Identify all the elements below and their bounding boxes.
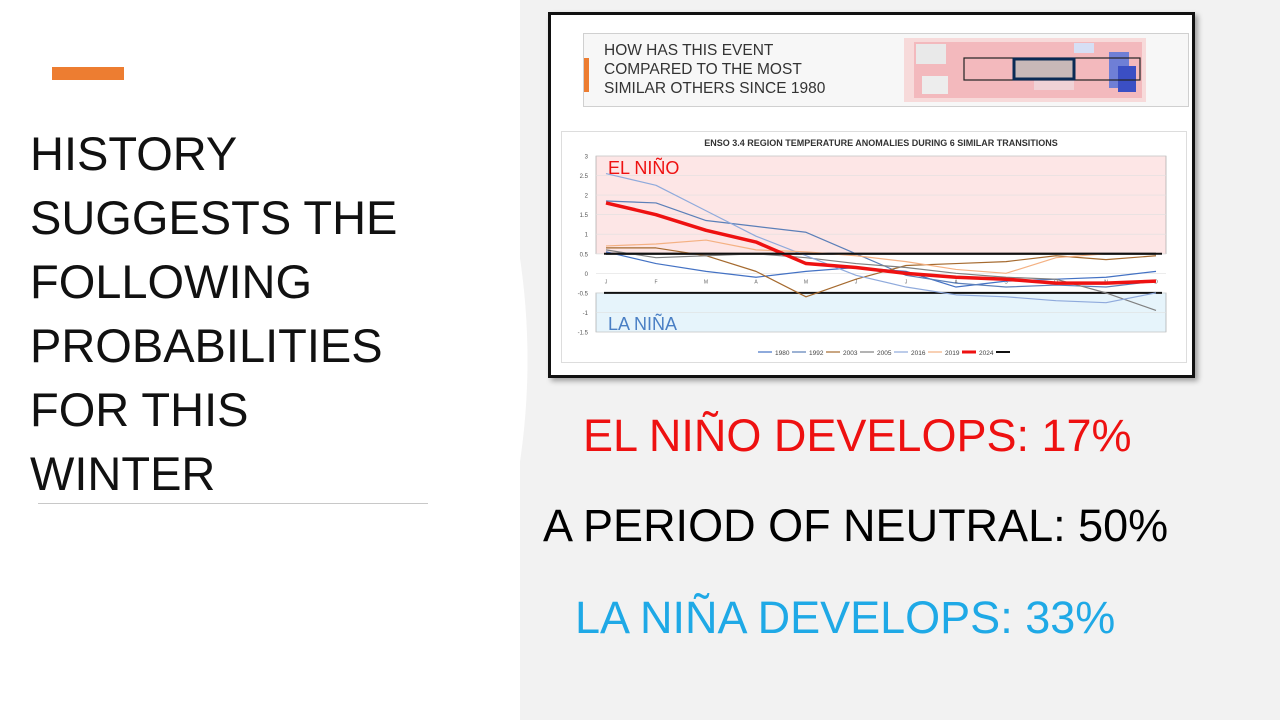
- legend-label: 2019: [945, 350, 960, 357]
- series-line-1992: [605, 200, 1157, 288]
- el-nino-region: [595, 155, 1167, 255]
- y-tick-label: 2.5: [580, 174, 589, 180]
- legend-label: 1992: [809, 350, 824, 357]
- la-nina-probability: LA NIÑA DEVELOPS: 33%: [575, 592, 1116, 643]
- legend-label: 2003: [843, 350, 858, 357]
- legend-label: 2016: [911, 350, 926, 357]
- series-line-2003: [606, 247, 1157, 298]
- y-tick-label: 3: [585, 155, 589, 161]
- la-nina-label: LA NIÑA: [608, 313, 677, 334]
- figure-header-text: HOW HAS THIS EVENT COMPARED TO THE MOST …: [604, 41, 864, 98]
- header-accent-bar: [584, 58, 589, 92]
- sst-anomaly-map: [904, 38, 1146, 102]
- enso-figure: HOW HAS THIS EVENT COMPARED TO THE MOST …: [548, 12, 1195, 378]
- y-tick-label: 2: [585, 194, 589, 200]
- x-tick-label: M: [704, 279, 708, 285]
- y-tick-label: 1.5: [580, 213, 589, 219]
- el-nino-label: EL NIÑO: [608, 157, 679, 178]
- x-tick-label: M: [804, 279, 808, 285]
- y-tick-label: -1.5: [578, 331, 589, 337]
- title-underline: [38, 503, 428, 504]
- y-tick-label: -1: [583, 311, 589, 317]
- x-tick-label: J: [905, 279, 908, 285]
- header-line-1: HOW HAS THIS EVENT: [604, 42, 774, 59]
- header-line-3: SIMILAR OTHERS SINCE 1980: [604, 80, 826, 97]
- neutral-probability: A PERIOD OF NEUTRAL: 50%: [543, 500, 1169, 551]
- x-tick-label: J: [855, 279, 858, 285]
- slide-title: HISTORY SUGGESTS THE FOLLOWING PROBABILI…: [30, 127, 398, 500]
- x-tick-label: F: [654, 279, 657, 285]
- y-tick-label: 0.5: [580, 252, 589, 258]
- x-tick-label: J: [605, 279, 608, 285]
- figure-header: HOW HAS THIS EVENT COMPARED TO THE MOST …: [583, 33, 1189, 107]
- legend-label: 2024: [979, 350, 994, 357]
- series-line-2019: [605, 239, 1156, 274]
- title-accent-bar: [52, 67, 124, 80]
- y-tick-label: 0: [585, 272, 589, 278]
- series-line-2016: [605, 173, 1157, 304]
- chart-canvas: ENSO 3.4 REGION TEMPERATURE ANOMALIES DU…: [578, 138, 1167, 357]
- enso-line-chart: ENSO 3.4 REGION TEMPERATURE ANOMALIES DU…: [561, 131, 1187, 363]
- header-line-2: COMPARED TO THE MOST: [604, 61, 802, 78]
- left-panel-curve: [0, 0, 528, 720]
- y-tick-label: 1: [585, 233, 589, 239]
- x-tick-label: A: [954, 279, 958, 285]
- x-tick-label: S: [1004, 279, 1008, 285]
- el-nino-probability: EL NIÑO DEVELOPS: 17%: [583, 410, 1132, 461]
- x-tick-label: D: [1154, 279, 1158, 285]
- y-tick-label: -0.5: [578, 291, 589, 297]
- legend-label: 2005: [877, 350, 892, 357]
- chart-title: ENSO 3.4 REGION TEMPERATURE ANOMALIES DU…: [704, 138, 1058, 148]
- x-tick-label: A: [754, 279, 758, 285]
- legend-label: 1980: [775, 350, 790, 357]
- series-line-2024: [605, 201, 1157, 285]
